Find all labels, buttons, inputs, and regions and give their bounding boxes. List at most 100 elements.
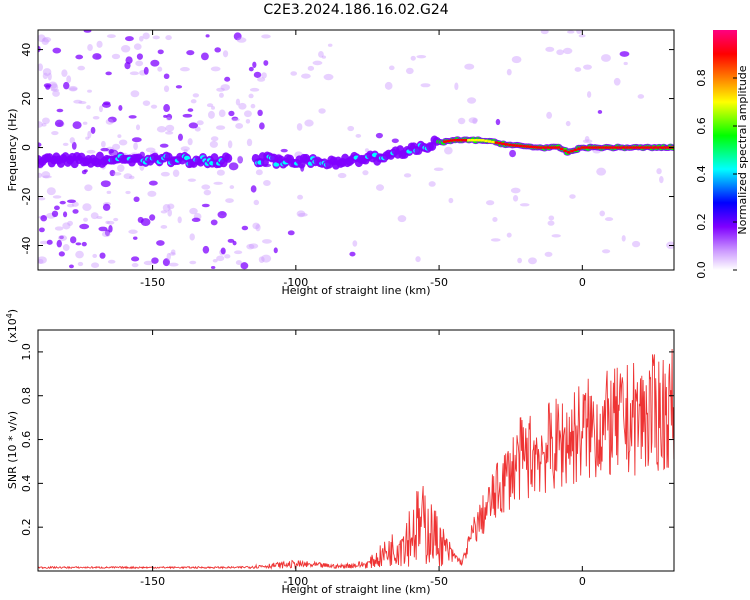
noise-blob — [250, 185, 257, 193]
noise-blob — [364, 148, 369, 153]
noise-blob — [166, 113, 173, 121]
noise-blob — [159, 143, 169, 148]
noise-blob — [130, 256, 140, 262]
noise-blob — [96, 40, 103, 48]
noise-blob — [101, 231, 111, 238]
noise-blob — [297, 194, 304, 200]
noise-blob — [112, 143, 121, 150]
noise-blob — [296, 123, 303, 131]
y-tick-label: 0.8 — [20, 387, 33, 405]
noise-blob — [235, 260, 243, 266]
noise-blob — [428, 181, 436, 187]
noise-blob — [104, 229, 110, 237]
y-tick-label: 1.0 — [20, 343, 33, 361]
noise-blob — [67, 203, 75, 208]
noise-blob — [82, 203, 92, 212]
noise-blob — [118, 139, 128, 146]
noise-blob — [177, 133, 183, 141]
noise-blob — [96, 216, 103, 220]
x-tick-label: 0 — [579, 575, 586, 588]
x-tick-label: -100 — [283, 575, 308, 588]
noise-blob — [388, 65, 395, 71]
noise-blob — [189, 207, 198, 215]
noise-blob — [180, 146, 190, 152]
noise-blob — [261, 254, 272, 263]
snr-xlabel: Height of straight line (km) — [281, 583, 430, 596]
noise-blob — [90, 126, 96, 134]
noise-blob — [135, 60, 144, 67]
noise-blob — [485, 200, 495, 206]
spectrogram-marks — [38, 30, 674, 270]
noise-blob — [77, 261, 84, 267]
noise-blob — [71, 201, 79, 207]
noise-blob — [132, 236, 138, 240]
noise-blob — [304, 119, 314, 127]
noise-blob — [444, 146, 453, 155]
x-tick-label: -150 — [140, 575, 165, 588]
noise-blob — [216, 255, 225, 262]
noise-blob — [48, 81, 58, 89]
noise-blob — [102, 203, 111, 211]
noise-blob — [237, 155, 243, 163]
noise-blob — [416, 54, 427, 59]
noise-blob — [623, 61, 628, 66]
spectrogram-xlabel: Height of straight line (km) — [281, 284, 430, 297]
noise-blob — [248, 243, 259, 249]
noise-blob — [601, 249, 611, 254]
noise-blob — [51, 130, 59, 136]
noise-blob — [92, 116, 100, 120]
snr-marks — [38, 348, 674, 570]
noise-blob — [506, 232, 512, 238]
y-tick-label: 40 — [20, 43, 33, 57]
noise-blob — [218, 109, 226, 118]
noise-blob — [100, 180, 111, 188]
noise-blob — [143, 66, 149, 75]
noise-blob — [57, 234, 68, 242]
noise-blob — [77, 65, 86, 71]
noise-blob — [68, 264, 74, 269]
noise-blob — [38, 63, 43, 72]
noise-blob — [258, 256, 265, 264]
noise-blob — [107, 116, 117, 123]
noise-blob — [208, 110, 215, 119]
noise-blob — [228, 110, 235, 117]
noise-blob — [403, 173, 412, 178]
noise-blob — [562, 47, 573, 55]
noise-blob — [245, 119, 251, 124]
noise-blob — [231, 116, 239, 121]
noise-blob — [659, 176, 664, 184]
noise-blob — [188, 122, 199, 129]
noise-blob — [47, 72, 52, 81]
noise-blob — [54, 119, 64, 128]
noise-blob — [210, 136, 219, 142]
noise-blob — [75, 242, 82, 246]
noise-blob — [327, 43, 333, 47]
noise-blob — [201, 184, 211, 190]
noise-blob — [139, 35, 144, 42]
noise-blob — [113, 217, 119, 222]
noise-blob — [38, 227, 45, 233]
noise-blob — [81, 169, 87, 175]
noise-blob — [87, 89, 92, 93]
noise-blob — [457, 117, 466, 125]
colorbar-ticks: 0.0 0.2 0.4 0.6 0.8 — [695, 69, 737, 279]
noise-blob — [253, 71, 262, 78]
noise-blob — [39, 240, 49, 245]
noise-blob — [248, 66, 254, 72]
noise-blob — [190, 99, 197, 104]
noise-blob — [58, 251, 65, 257]
noise-blob — [355, 133, 362, 138]
noise-blob — [261, 34, 271, 39]
noise-blob — [582, 139, 593, 144]
noise-blob — [85, 136, 90, 140]
noise-blob — [87, 130, 92, 139]
noise-blob — [509, 149, 517, 158]
noise-blob — [212, 259, 218, 263]
noise-blob — [38, 121, 43, 128]
noise-blob — [106, 220, 115, 225]
noise-blob — [128, 115, 137, 119]
noise-blob — [596, 167, 607, 176]
noise-blob — [600, 54, 611, 62]
noise-blob — [206, 103, 214, 108]
